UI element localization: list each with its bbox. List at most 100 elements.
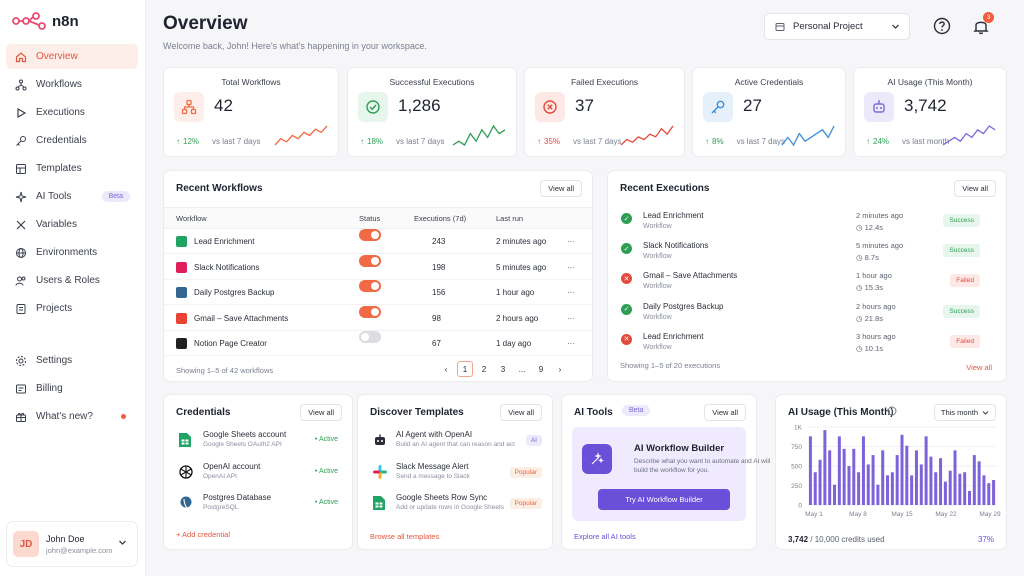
usage-bar[interactable]	[914, 450, 918, 505]
table-row[interactable]: Daily Postgres Backup 156 1 hour ago ···	[164, 280, 592, 305]
usage-bar[interactable]	[982, 475, 986, 505]
sidebar-item-users-roles[interactable]: Users & Roles	[6, 268, 138, 293]
help-icon[interactable]	[932, 16, 952, 36]
usage-bar[interactable]	[886, 475, 890, 505]
template-row[interactable]: Slack Message Alert Send a message to Sla…	[358, 459, 552, 491]
credential-row[interactable]: Google Sheets account Google Sheets OAuth…	[164, 427, 352, 459]
usage-bar[interactable]	[972, 455, 976, 505]
usage-bar[interactable]	[919, 464, 923, 505]
credential-row[interactable]: Postgres Database PostgreSQL • Active	[164, 490, 352, 522]
usage-bar[interactable]	[977, 461, 981, 505]
status-toggle[interactable]	[359, 331, 381, 343]
template-name[interactable]: Slack Message Alert	[396, 461, 469, 471]
more-options-icon[interactable]: ···	[567, 237, 575, 246]
sidebar-item-variables[interactable]: Variables	[6, 212, 138, 237]
more-options-icon[interactable]: ···	[567, 262, 575, 272]
page-button[interactable]: 3	[500, 364, 506, 374]
usage-bar[interactable]	[948, 470, 952, 505]
sidebar-item-ai-tools[interactable]: AI Tools Beta	[6, 184, 138, 209]
usage-bar[interactable]	[924, 436, 928, 505]
info-icon[interactable]	[887, 406, 897, 416]
column-header[interactable]: Workflow	[176, 214, 207, 223]
prev-page-icon[interactable]: ‹	[444, 364, 448, 374]
usage-bar[interactable]	[890, 472, 894, 505]
execution-row[interactable]: ✕ Gmail – Save Attachments Workflow 1 hour …	[608, 268, 1006, 298]
usage-bar[interactable]	[828, 450, 832, 505]
usage-bar[interactable]	[934, 472, 938, 505]
column-header[interactable]: Status	[359, 214, 381, 223]
workflow-name[interactable]: Gmail – Save Attachments	[194, 313, 289, 323]
execution-name[interactable]: Daily Postgres Backup	[643, 301, 724, 311]
usage-bar[interactable]	[881, 450, 885, 505]
usage-bar[interactable]	[813, 472, 817, 505]
page-button[interactable]: 2	[481, 364, 487, 374]
browse-templates-link[interactable]: Browse all templates	[370, 532, 440, 541]
execution-name[interactable]: Lead Enrichment	[643, 331, 704, 341]
usage-bar[interactable]	[967, 490, 971, 505]
table-row[interactable]: Lead Enrichment 243 2 minutes ago ···	[164, 229, 592, 254]
usage-bar[interactable]	[905, 445, 909, 505]
sidebar-item-overview[interactable]: Overview	[6, 44, 138, 69]
execution-row[interactable]: ✓ Slack Notifications Workflow 5 minutes ag…	[608, 238, 1006, 268]
table-row[interactable]: Gmail – Save Attachments 98 2 hours ago ···	[164, 305, 592, 331]
usage-bar[interactable]	[857, 472, 861, 505]
workflow-name[interactable]: Notion Page Creator	[194, 339, 267, 348]
credential-name[interactable]: Postgres Database	[203, 493, 272, 502]
credential-name[interactable]: Google Sheets account	[203, 430, 287, 439]
credential-row[interactable]: OpenAI account OpenAI API • Active	[164, 459, 352, 491]
usage-bar[interactable]	[910, 475, 914, 505]
template-row[interactable]: Google Sheets Row Sync Add or update rows…	[358, 490, 552, 522]
usage-bar[interactable]	[871, 455, 875, 505]
template-name[interactable]: Google Sheets Row Sync	[396, 493, 488, 502]
add-credential-link[interactable]: + Add credential	[176, 530, 230, 539]
usage-bar[interactable]	[852, 448, 856, 505]
usage-bar[interactable]	[866, 464, 870, 505]
view-all-workflows-button[interactable]: View all	[540, 180, 582, 197]
status-toggle[interactable]	[359, 254, 381, 267]
template-row[interactable]: AI Agent with OpenAI Build an AI agent th…	[358, 427, 552, 459]
table-row[interactable]: Slack Notifications 198 5 minutes ago ···	[164, 254, 592, 280]
sidebar-item-executions[interactable]: Executions	[6, 100, 138, 125]
view-all-executions-link[interactable]: View all	[966, 363, 992, 372]
usage-bar[interactable]	[861, 436, 865, 505]
usage-bar[interactable]	[929, 456, 933, 505]
execution-row[interactable]: ✓ Daily Postgres Backup Workflow 2 hours ag…	[608, 299, 1006, 329]
usage-bar[interactable]	[808, 436, 812, 505]
next-page-icon[interactable]: ›	[558, 364, 562, 374]
more-options-icon[interactable]: ···	[567, 288, 575, 297]
sidebar-item-workflows[interactable]: Workflows	[6, 72, 138, 97]
usage-bar[interactable]	[987, 483, 991, 505]
user-menu[interactable]: JD John Doe john@example.com	[6, 521, 138, 567]
sidebar-item-billing[interactable]: Billing	[6, 376, 138, 401]
more-options-icon[interactable]: ···	[567, 339, 575, 348]
project-selector[interactable]: Personal Project	[764, 13, 910, 40]
usage-bar[interactable]	[842, 448, 846, 505]
sidebar-item-credentials[interactable]: Credentials	[6, 128, 138, 153]
usage-bar[interactable]	[943, 481, 947, 505]
usage-bar[interactable]	[958, 473, 962, 505]
column-header[interactable]: Executions (7d)	[414, 214, 467, 223]
logo[interactable]: n8n	[12, 12, 79, 30]
usage-bar[interactable]	[847, 466, 851, 505]
usage-bar[interactable]	[837, 436, 841, 505]
view-all-templates-button[interactable]: View all	[500, 404, 542, 421]
workflow-name[interactable]: Slack Notifications	[194, 262, 260, 272]
template-name[interactable]: AI Agent with OpenAI	[396, 430, 473, 439]
status-toggle[interactable]	[359, 280, 381, 292]
usage-bar[interactable]	[818, 459, 822, 505]
usage-bar[interactable]	[963, 472, 967, 505]
usage-bar[interactable]	[953, 450, 957, 505]
execution-row[interactable]: ✕ Lead Enrichment Workflow 3 hours ago ◷ 10.…	[608, 329, 1006, 359]
usage-bar[interactable]	[900, 434, 904, 505]
period-select[interactable]: This month	[933, 404, 996, 421]
usage-bar[interactable]	[939, 458, 943, 505]
status-toggle[interactable]	[359, 229, 381, 241]
usage-bar[interactable]	[876, 484, 880, 505]
usage-bar[interactable]	[833, 484, 837, 505]
execution-name[interactable]: Slack Notifications	[643, 241, 709, 251]
column-header[interactable]: Last run	[496, 214, 524, 223]
execution-name[interactable]: Gmail – Save Attachments	[643, 271, 738, 281]
view-all-ai-tools-button[interactable]: View all	[704, 404, 746, 421]
sidebar-item-whats-new[interactable]: What's new?	[6, 404, 138, 429]
try-ai-builder-button[interactable]: Try AI Workflow Builder	[598, 489, 730, 510]
